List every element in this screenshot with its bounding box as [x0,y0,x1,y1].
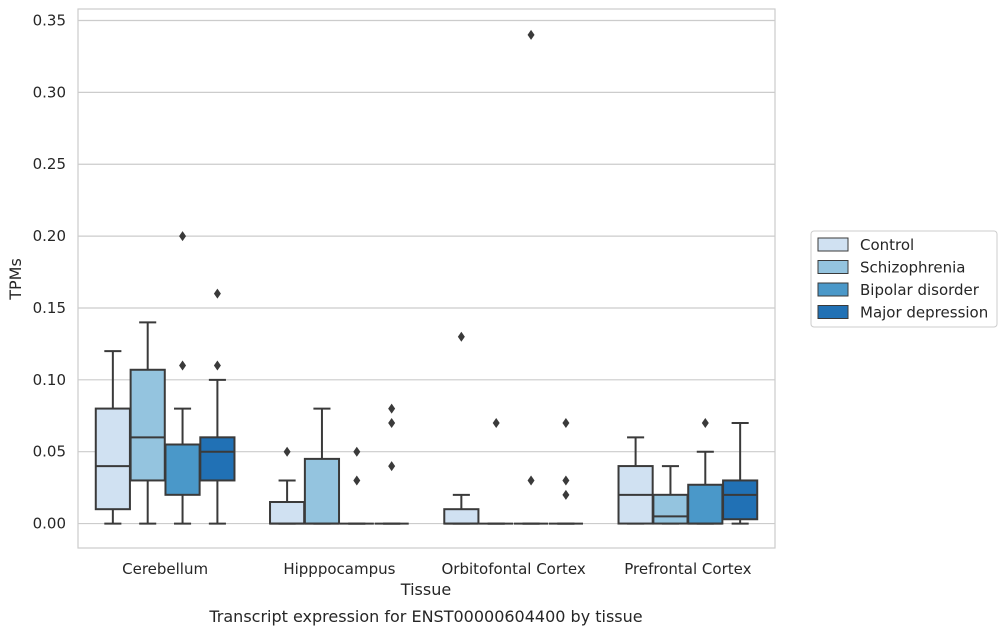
box-major-depression [199,288,236,525]
box-schizophrenia [129,321,166,525]
outlier-point [701,417,709,428]
box-iqr [443,508,480,525]
outlier-point [562,475,570,486]
outlier-point [179,360,187,371]
box-bipolar-disorder [164,231,201,525]
box-schizophrenia [652,465,689,525]
legend-label: Schizophrenia [860,259,965,277]
outlier-point [492,417,500,428]
outlier-point [388,417,396,428]
outlier-point [213,360,221,371]
y-tick-label: 0.15 [33,299,66,317]
box-bipolar-disorder [339,446,374,525]
figure-caption: Transcript expression for ENST0000060440… [208,607,642,626]
outlier-point [283,446,291,457]
box-control [94,350,131,525]
legend-label: Control [860,236,914,254]
plot-area-frame [77,8,776,549]
legend: Control Schizophrenia Bipolar disorder Majo… [810,230,998,328]
box-iqr [269,501,306,525]
legend-label: Bipolar disorder [860,281,980,299]
y-tick-label: 0.20 [33,227,66,245]
legend-swatch [817,260,849,274]
y-axis-ticks: 0.00 0.05 0.10 0.15 0.20 0.25 0.30 0.35 [33,11,66,532]
outlier-point [388,461,396,472]
y-tick-label: 0.10 [33,371,66,389]
legend-swatch [817,282,849,297]
y-tick-label: 0.25 [33,155,66,173]
outlier-point [562,417,570,428]
box-iqr [199,436,236,482]
y-tick-label: 0.00 [33,515,66,533]
outlier-point [179,231,187,242]
x-tick-label: Hipppocampus [283,560,395,578]
box-schizophrenia [479,417,514,525]
box-major-depression [722,421,759,525]
y-tick-label: 0.05 [33,443,66,461]
outlier-point [457,331,465,342]
box-control [617,436,654,525]
legend-item: Schizophrenia [817,259,965,277]
outlier-point [562,489,570,500]
legend-item: Major depression [817,304,988,322]
legend-frame [810,230,998,328]
box-iqr [129,368,166,482]
box-iqr [722,479,759,521]
x-tick-label: Orbitofontal Cortex [442,560,586,578]
box-iqr [164,443,201,496]
y-tick-label: 0.35 [33,11,66,29]
legend-label: Major depression [860,304,988,322]
box-plot-marks [94,29,759,525]
outlier-point [213,288,221,299]
box-bipolar-disorder [687,417,724,525]
outlier-point [388,403,396,414]
box-iqr [687,483,724,525]
box-major-depression [374,403,409,525]
box-iqr [94,407,131,511]
x-tick-label: Cerebellum [122,560,208,578]
outlier-point [353,446,361,457]
box-control [443,331,480,525]
y-tick-label: 0.30 [33,83,66,101]
legend-item: Control [817,236,914,254]
outlier-point [353,475,361,486]
box-iqr [303,457,341,525]
legend-swatch [817,305,849,319]
box-bipolar-disorder [513,29,549,525]
x-tick-label: Prefrontal Cortex [624,560,751,578]
box-major-depression [548,417,583,525]
y-axis-title: TPMs [6,258,25,301]
legend-swatch [817,237,849,252]
box-control [269,446,306,525]
box-iqr [652,493,689,525]
x-axis-title: Tissue [400,580,451,599]
legend-item: Bipolar disorder [817,281,980,299]
outlier-point [527,29,535,40]
x-axis-ticks: Cerebellum Hipppocampus Orbitofontal Corte… [122,560,751,578]
outlier-point [527,475,535,486]
box-schizophrenia [303,407,341,525]
